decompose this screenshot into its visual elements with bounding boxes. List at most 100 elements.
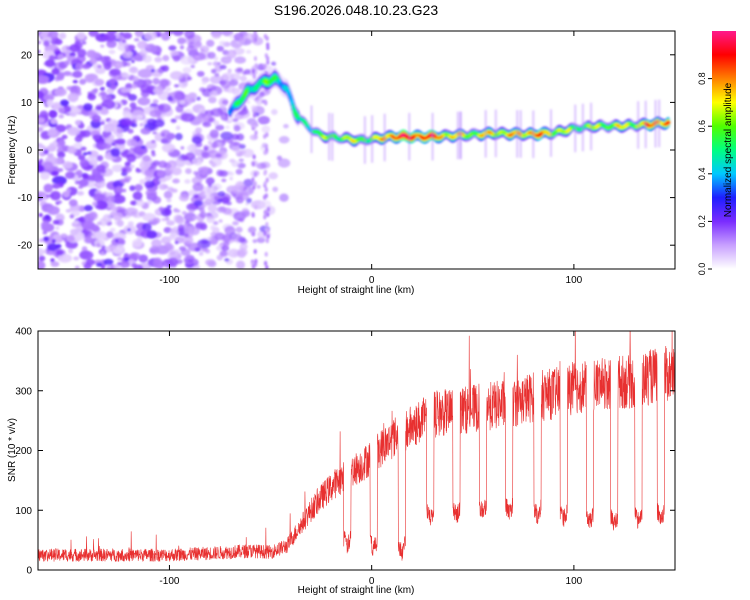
spectrogram-y-tick-label: -10 — [18, 193, 33, 204]
noise-streak — [266, 234, 270, 239]
noise-blob — [162, 55, 170, 62]
noise-blob — [246, 118, 257, 125]
colorbar: 0.0 0.2 0.4 0.6 0.8 Normalized spectral ampl… — [697, 31, 736, 275]
snr-plot-area — [38, 331, 675, 570]
noise-blob — [130, 211, 136, 215]
noise-blob — [100, 121, 105, 125]
snr-y-tick-label: 100 — [15, 506, 32, 517]
noise-blob — [82, 174, 89, 180]
noise-streak — [264, 143, 268, 149]
noise-blob — [106, 195, 115, 204]
noise-blob — [164, 242, 173, 251]
noise-blob — [40, 171, 50, 180]
ridge-fringe — [408, 112, 411, 161]
spectrogram-x-tick-label: -100 — [159, 275, 179, 286]
noise-blob — [48, 109, 58, 119]
noise-streak — [251, 33, 255, 39]
noise-blob — [46, 99, 54, 107]
noise-blob — [226, 49, 237, 59]
noise-blob — [163, 190, 173, 199]
noise-blob — [151, 139, 156, 144]
noise-blob — [43, 93, 55, 102]
noise-streak — [264, 187, 268, 192]
noise-blob — [96, 243, 101, 248]
noise-blob — [117, 256, 123, 261]
ridge-fringe — [516, 110, 519, 158]
noise-blob — [59, 99, 70, 107]
noise-blob — [51, 67, 60, 75]
ridge-fringe — [383, 113, 386, 162]
noise-blob — [61, 134, 68, 140]
noise-blob — [99, 86, 105, 91]
noise-streak — [251, 38, 255, 43]
noise-blob — [57, 200, 63, 204]
noise-blob — [111, 194, 126, 204]
noise-blob — [91, 226, 101, 233]
ridge-segment — [291, 103, 296, 110]
noise-blob — [81, 221, 96, 230]
noise-blob — [82, 103, 93, 111]
noise-blob — [204, 146, 209, 151]
noise-blob — [209, 129, 219, 139]
noise-blob — [232, 118, 239, 123]
noise-blob — [58, 32, 67, 39]
noise-blob — [146, 230, 158, 239]
noise-blob — [133, 213, 138, 218]
noise-blob — [111, 142, 116, 146]
noise-blob — [201, 170, 208, 176]
noise-blob — [180, 55, 194, 65]
noise-blob — [278, 135, 290, 144]
noise-blob — [120, 261, 131, 269]
noise-blob — [160, 132, 166, 137]
noise-blob — [186, 145, 193, 151]
ridge-fringe — [494, 109, 497, 158]
noise-streak — [253, 31, 257, 35]
noise-blob — [152, 196, 162, 204]
noise-blob — [75, 169, 83, 177]
noise-blob — [165, 87, 172, 92]
noise-streak — [253, 124, 257, 130]
noise-blob — [50, 190, 61, 201]
noise-blob — [52, 219, 60, 225]
noise-blob — [42, 230, 48, 235]
noise-blob — [211, 141, 219, 148]
noise-streak — [265, 177, 269, 183]
noise-blob — [243, 178, 254, 187]
noise-blob — [205, 194, 215, 204]
noise-blob — [119, 31, 124, 36]
colorbar-tick-label: 0.6 — [697, 120, 707, 133]
noise-blob — [67, 145, 77, 154]
spectrogram-y-tick-label: -20 — [18, 241, 33, 252]
noise-blob — [124, 161, 131, 167]
noise-blob — [220, 79, 231, 89]
noise-blob — [52, 183, 61, 189]
noise-blob — [158, 206, 164, 212]
noise-blob — [150, 162, 157, 169]
noise-blob — [94, 78, 105, 86]
noise-blob — [179, 99, 186, 105]
ridge-fringe — [328, 112, 331, 161]
noise-blob — [38, 50, 41, 54]
ridge-fringe — [590, 102, 593, 151]
noise-blob — [68, 199, 78, 207]
noise-blob — [79, 250, 94, 260]
noise-blob — [84, 73, 96, 83]
noise-blob — [220, 170, 229, 176]
noise-blob — [39, 31, 48, 38]
ridge-fringe — [532, 110, 535, 159]
noise-blob — [126, 153, 137, 163]
noise-blob — [225, 125, 230, 130]
snr-y-tick-label: 400 — [15, 327, 32, 338]
noise-blob — [181, 210, 187, 215]
noise-blob — [231, 160, 240, 168]
colorbar-gradient — [712, 31, 736, 269]
noise-blob — [58, 156, 64, 163]
noise-streak — [252, 112, 257, 118]
noise-blob — [195, 127, 202, 134]
noise-blob — [109, 68, 121, 76]
noise-blob — [230, 233, 240, 242]
noise-blob — [116, 219, 124, 227]
chart-title: S196.2026.048.10.23.G23 — [274, 2, 438, 18]
colorbar-tick-label: 0.0 — [697, 263, 707, 276]
noise-blob — [62, 161, 73, 169]
